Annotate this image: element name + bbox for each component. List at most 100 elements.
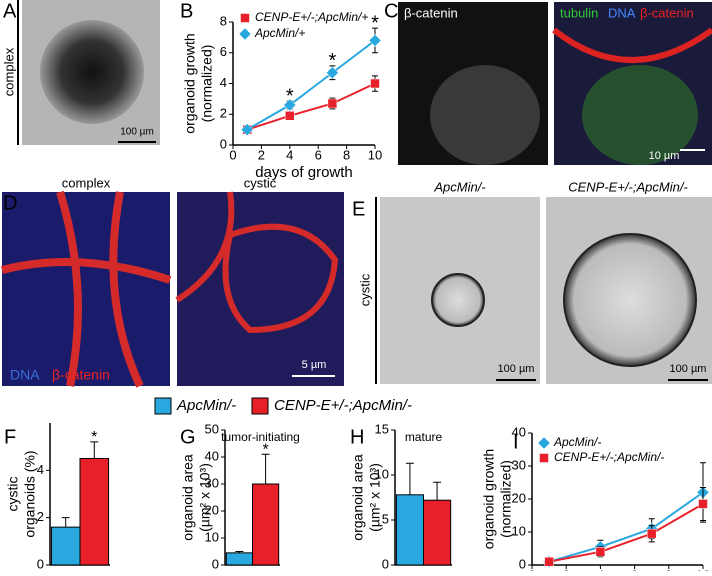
y-tick-label: 10 <box>512 523 526 538</box>
y-tick-label: 4 <box>37 462 44 477</box>
point <box>698 499 708 509</box>
bar <box>252 483 280 566</box>
bar <box>225 552 253 566</box>
point <box>539 453 549 463</box>
significance: * <box>262 442 268 459</box>
y-tick-label: 50 <box>205 421 219 436</box>
y-tick-label: 8 <box>220 13 227 28</box>
panel-letter: A <box>3 0 17 22</box>
point <box>240 13 250 23</box>
y-tick-label: 15 <box>375 421 389 436</box>
point <box>238 27 252 41</box>
legend-label: ApcMin/+ <box>254 26 305 40</box>
significance: * <box>286 85 294 107</box>
y-axis-label: (µm² x 10³) <box>367 463 383 532</box>
x-tick-label: 2 <box>563 567 570 571</box>
bar <box>423 499 452 566</box>
point <box>327 98 338 109</box>
point <box>537 436 551 450</box>
line <box>548 503 704 563</box>
stain-label: tubulin <box>560 5 598 20</box>
point <box>368 34 382 47</box>
y-tick-label: 30 <box>512 457 526 472</box>
stain-label: β-catenin <box>404 5 458 20</box>
bar <box>50 526 81 566</box>
x-tick-label: 6 <box>631 567 638 571</box>
stain-label: DNA <box>10 367 40 383</box>
scale-label: 100 µm <box>498 363 535 375</box>
x-tick-label: 6 <box>315 147 322 162</box>
panel-letter: C <box>384 0 398 22</box>
image-d2 <box>177 192 344 386</box>
subtitle: mature <box>405 430 443 444</box>
error-bar <box>261 453 270 484</box>
y-axis-label: (normalized) <box>498 460 514 538</box>
y-tick-label: 40 <box>205 448 219 463</box>
significance: * <box>371 12 379 34</box>
significance: * <box>91 429 97 446</box>
y-tick-label: 20 <box>205 502 219 517</box>
point <box>326 66 339 80</box>
panel-letter: F <box>4 426 16 448</box>
y-tick-label: 40 <box>512 424 526 439</box>
column-label: ApcMin/- <box>433 179 486 194</box>
y-tick-label: 20 <box>512 490 526 505</box>
point <box>595 547 606 557</box>
bar <box>395 494 425 566</box>
y-axis-label: organoid growth <box>481 449 497 549</box>
point <box>285 111 295 121</box>
point <box>240 123 254 136</box>
error-bar <box>90 441 99 459</box>
x-axis-label: days of growth <box>255 164 353 181</box>
x-tick-label: 8 <box>343 147 350 162</box>
stain-label: DNA <box>608 5 636 20</box>
y-tick-label: 5 <box>382 511 389 526</box>
y-axis-label: organoid area <box>350 454 366 541</box>
scale-label: 100 µm <box>120 127 154 138</box>
line <box>246 82 376 131</box>
row-label: cystic <box>357 273 372 306</box>
y-axis-label: organoid growth <box>182 33 198 133</box>
bar <box>79 458 110 566</box>
scale-label: 5 µm <box>302 359 327 371</box>
legend-label: CENP-E+/-;ApcMin/- <box>274 397 412 414</box>
image-d1 <box>2 192 170 386</box>
y-tick-label: 0 <box>212 556 219 571</box>
panel-letter: E <box>352 198 365 220</box>
scale-label: 100 µm <box>670 363 707 375</box>
point <box>544 556 554 567</box>
x-tick-label: 4 <box>286 147 293 162</box>
x-tick-label: 0 <box>229 147 236 162</box>
y-tick-label: 0 <box>37 556 44 571</box>
legend-label: CENP-E+/-;ApcMin/- <box>554 450 664 464</box>
row-label: complex <box>1 47 16 96</box>
stain-label: β-catenin <box>52 367 110 383</box>
y-tick-label: 4 <box>220 75 227 90</box>
y-tick-label: 0 <box>382 556 389 571</box>
panel-letter: H <box>350 426 364 448</box>
panel-letter: G <box>180 426 196 448</box>
legend-swatch <box>251 397 269 415</box>
panel-letter: I <box>513 431 519 453</box>
error-bar <box>61 517 70 528</box>
y-tick-label: 2 <box>37 509 44 524</box>
column-label: CENP-E+/-;ApcMin/- <box>568 179 688 194</box>
y-tick-label: 6 <box>220 44 227 59</box>
x-tick-label: 2 <box>258 147 265 162</box>
column-label: cystic <box>244 175 277 190</box>
x-tick-label: 4 <box>597 567 604 571</box>
stain-label: β-catenin <box>640 5 694 20</box>
y-tick-label: 0 <box>519 556 526 571</box>
x-tick-label: 0 <box>528 567 535 571</box>
legend-swatch <box>154 397 172 415</box>
y-tick-label: 2 <box>220 106 227 121</box>
y-axis-label: (µm² x 10³) <box>197 463 213 532</box>
y-axis-label: cystic <box>5 477 21 512</box>
y-tick-label: 10 <box>375 466 389 481</box>
y-axis-label: organoid area <box>180 454 196 541</box>
x-tick-label: 10 <box>368 147 382 162</box>
error-bar <box>405 462 414 495</box>
y-tick-label: 10 <box>205 529 219 544</box>
line <box>246 39 376 131</box>
